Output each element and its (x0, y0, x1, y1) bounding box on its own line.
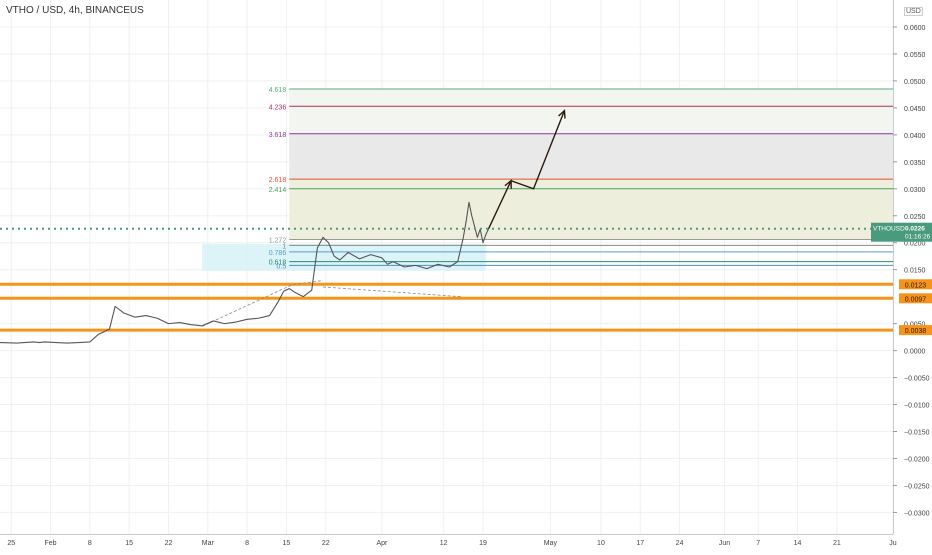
time-axis-label: May (544, 540, 558, 547)
fib-fill-top (289, 89, 893, 134)
fib-level-label: 1.272 (269, 237, 287, 244)
price-series-line (0, 201, 490, 344)
fib-level-label: 4.618 (269, 87, 287, 94)
price-axis-label: 0.0550 (904, 52, 926, 59)
support-level-tag-label: 0.0097 (905, 296, 927, 303)
price-axis-label: −0.0150 (904, 430, 930, 437)
fib-level-label: 0.786 (269, 250, 287, 257)
price-axis-bg (893, 0, 932, 550)
time-axis-label: Jun (719, 540, 730, 547)
time-axis-label: 15 (283, 540, 291, 547)
price-axis-label: 0.0450 (904, 106, 926, 113)
time-axis-label: 22 (322, 540, 330, 547)
price-axis-label: −0.0300 (904, 510, 930, 517)
time-axis-label: 19 (479, 540, 487, 547)
price-axis-label: 0.0400 (904, 133, 926, 140)
time-axis-label: 12 (440, 540, 448, 547)
time-axis-label: Apr (376, 540, 388, 547)
fib-level-label: 1 (282, 243, 286, 250)
time-axis-label: 21 (833, 540, 841, 547)
arrow-head (558, 109, 566, 119)
projection-arrow (487, 110, 566, 229)
price-axis-label: 0.0350 (904, 160, 926, 167)
time-axis-label: Mar (202, 540, 215, 547)
price-tag-symbol: VTHOUSD (873, 226, 905, 233)
price-axis-label: 0.0300 (904, 187, 926, 194)
fib-fill-middle (289, 133, 893, 180)
time-axis-label: 8 (245, 540, 249, 547)
chart-title: VTHO / USD, 4h, BINANCEUS (6, 5, 144, 16)
price-axis-label: 0.0000 (904, 349, 926, 356)
support-level-tag (899, 279, 932, 290)
price-axis-label: 0.0150 (904, 268, 926, 275)
time-axis-label: 24 (676, 540, 684, 547)
fib-level-label: 3.618 (269, 132, 287, 139)
trend-dashed-line (202, 280, 323, 327)
time-axis-label: Ju (889, 540, 897, 547)
fib-level-label: 0.5 (277, 263, 287, 270)
fib-level-label: 2.618 (269, 177, 287, 184)
support-level-tag (899, 325, 932, 336)
time-axis-label: 14 (794, 540, 802, 547)
price-tag-countdown: 01:16:26 (905, 234, 931, 241)
time-axis-label: 25 (7, 540, 15, 547)
time-axis-bg (0, 534, 932, 550)
arrow-head (504, 179, 512, 189)
price-tag-box (871, 222, 932, 242)
fib-level-label: 2.414 (269, 187, 287, 194)
price-axis-label: 0.0500 (904, 79, 926, 86)
support-level-tag (899, 293, 932, 304)
time-axis-label: Feb (45, 540, 57, 547)
time-axis-label: 7 (756, 540, 760, 547)
support-level-tag-label: 0.0038 (905, 328, 927, 335)
price-axis-label: −0.0250 (904, 483, 930, 490)
price-axis-label: 0.0200 (904, 241, 926, 248)
time-axis-label: 17 (636, 540, 644, 547)
price-tag-price: 0.0226 (905, 226, 925, 233)
time-axis-label: 10 (597, 540, 605, 547)
price-axis-label: −0.0200 (904, 456, 930, 463)
price-axis-label: 0.0600 (904, 25, 926, 32)
fib-level-label: 4.236 (269, 104, 287, 111)
time-axis-label: 15 (125, 540, 133, 547)
retracement-box (202, 243, 486, 271)
fib-fill-lower (289, 179, 893, 240)
fib-level-label: 0.618 (269, 260, 287, 267)
time-axis-label: 22 (165, 540, 173, 547)
price-axis-label: −0.0050 (904, 376, 930, 383)
time-axis-label: 8 (88, 540, 92, 547)
currency-label[interactable]: USD (904, 7, 923, 16)
support-level-tag-label: 0.0123 (905, 282, 927, 289)
trend-dashed-line (322, 286, 461, 298)
price-axis-label: 0.0250 (904, 214, 926, 221)
price-axis-label: −0.0100 (904, 403, 930, 410)
